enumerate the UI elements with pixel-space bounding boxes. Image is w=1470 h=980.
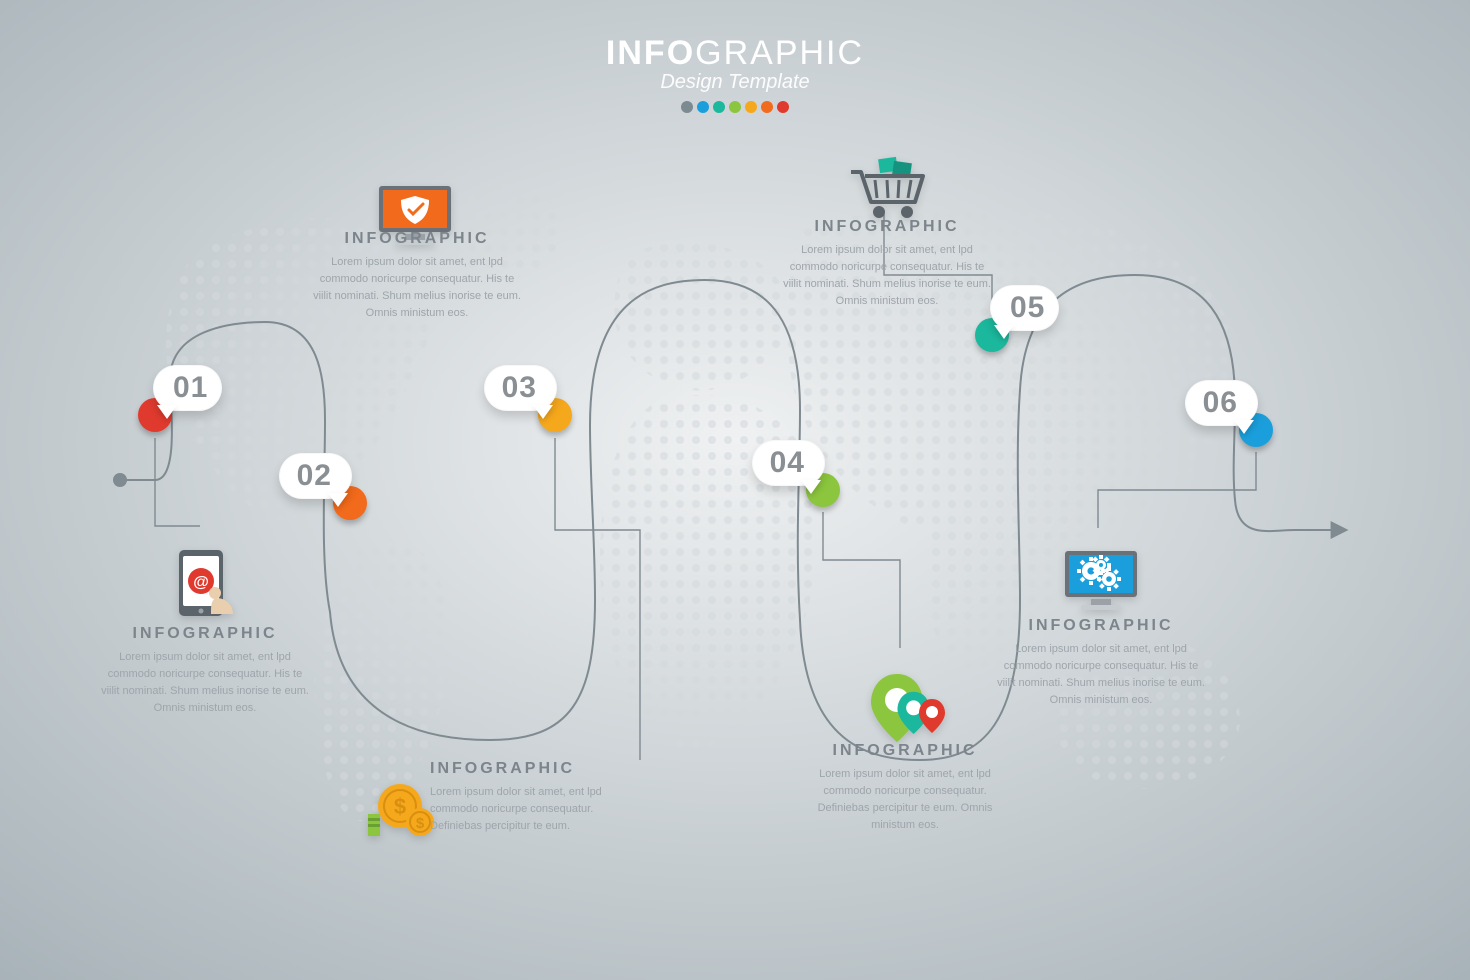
svg-text:$: $ [394,794,406,819]
svg-text:$: $ [416,815,425,832]
title-light: GRAPHIC [695,34,864,72]
step-heading: INFOGRAPHIC [800,742,1010,760]
step-body: Lorem ipsum dolor sit amet, ent lpd comm… [430,784,640,835]
palette-dot [713,101,725,113]
step-body: Lorem ipsum dolor sit amet, ent lpd comm… [782,242,992,310]
step-icon-tablet-at: @ [160,548,250,628]
step-body: Lorem ipsum dolor sit amet, ent lpd comm… [996,641,1206,709]
step-body: Lorem ipsum dolor sit amet, ent lpd comm… [800,766,1010,834]
step-icon-map-pins [860,668,950,748]
step-body: Lorem ipsum dolor sit amet, ent lpd comm… [312,254,522,322]
palette-dot [697,101,709,113]
title-palette-dots [0,100,1470,118]
path-start-dot [113,473,127,487]
step-label-notch [994,325,1014,339]
palette-dot [729,101,741,113]
svg-text:@: @ [193,574,209,591]
step-heading: INFOGRAPHIC [312,230,522,248]
step-label-notch [533,405,553,419]
palette-dot [777,101,789,113]
step-body: Lorem ipsum dolor sit amet, ent lpd comm… [100,649,310,717]
title-subtitle: Design Template [0,71,1470,94]
background-svg [0,0,1470,980]
step-text-05: INFOGRAPHIC Lorem ipsum dolor sit amet, e… [782,218,992,310]
step-icon-monitor-gears [1056,545,1146,625]
step-label-notch [1234,420,1254,434]
step-heading: INFOGRAPHIC [996,617,1206,635]
infographic-stage: INFOGRAPHIC Design Template 01 @ INFOGRA… [0,0,1470,980]
step-text-06: INFOGRAPHIC Lorem ipsum dolor sit amet, e… [996,617,1206,709]
step-text-04: INFOGRAPHIC Lorem ipsum dolor sit amet, e… [800,742,1010,834]
step-text-01: INFOGRAPHIC Lorem ipsum dolor sit amet, e… [100,625,310,717]
title-block: INFOGRAPHIC Design Template [0,34,1470,118]
step-label-notch [157,405,177,419]
step-heading: INFOGRAPHIC [100,625,310,643]
palette-dot [745,101,757,113]
palette-dot [681,101,693,113]
step-label-notch [328,493,348,507]
palette-dot [761,101,773,113]
step-text-02: INFOGRAPHIC Lorem ipsum dolor sit amet, e… [312,230,522,322]
step-heading: INFOGRAPHIC [430,760,640,778]
title-bold: INFO [606,34,695,72]
step-text-03: INFOGRAPHIC Lorem ipsum dolor sit amet, e… [430,760,640,835]
title-line1: INFOGRAPHIC [0,34,1470,73]
step-label-notch [801,480,821,494]
step-heading: INFOGRAPHIC [782,218,992,236]
